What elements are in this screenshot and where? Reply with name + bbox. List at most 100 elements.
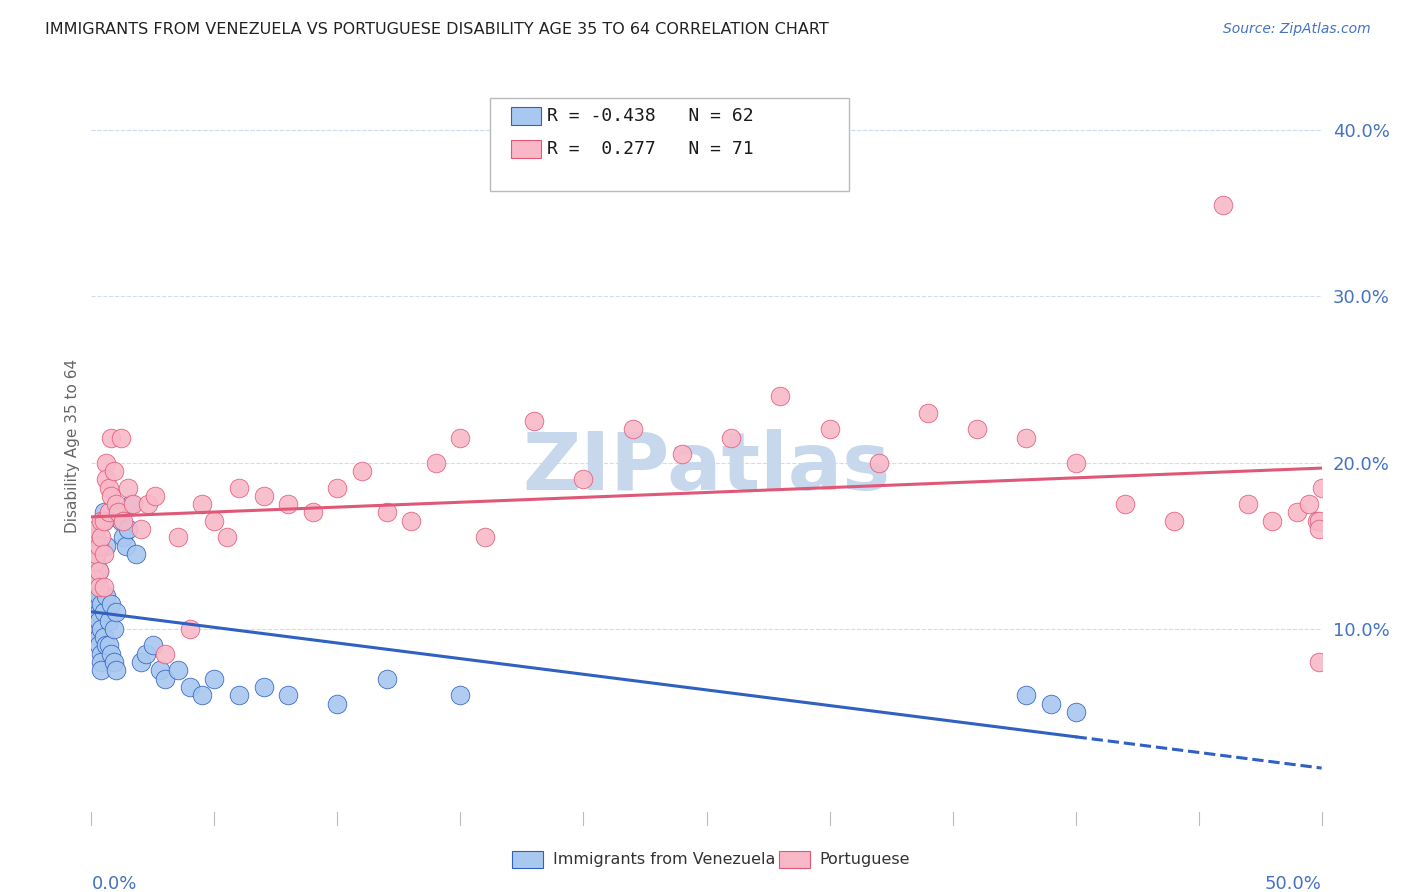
- Point: [326, 481, 349, 495]
- Point: [83, 555, 105, 569]
- Point: [1064, 456, 1087, 470]
- Point: [277, 497, 299, 511]
- Point: [449, 431, 471, 445]
- Point: [352, 464, 374, 478]
- Point: [1039, 697, 1063, 711]
- Point: [86, 572, 108, 586]
- Point: [93, 605, 115, 619]
- Point: [1308, 514, 1330, 528]
- Point: [326, 697, 349, 711]
- Point: [1015, 431, 1038, 445]
- Point: [1305, 514, 1327, 528]
- Point: [277, 689, 299, 703]
- Point: [90, 655, 112, 669]
- Point: [202, 514, 225, 528]
- Point: [720, 431, 742, 445]
- Point: [83, 605, 105, 619]
- Point: [87, 639, 110, 653]
- Point: [86, 614, 108, 628]
- Point: [179, 680, 201, 694]
- Point: [86, 530, 108, 544]
- Point: [93, 514, 115, 528]
- Point: [1212, 198, 1234, 212]
- Point: [153, 672, 177, 686]
- Point: [191, 689, 214, 703]
- Point: [87, 580, 110, 594]
- Point: [100, 431, 122, 445]
- Point: [166, 530, 188, 544]
- Point: [112, 514, 135, 528]
- Point: [135, 647, 156, 661]
- Point: [1285, 506, 1308, 520]
- Point: [87, 589, 110, 603]
- Point: [83, 572, 105, 586]
- Point: [818, 422, 841, 436]
- Point: [120, 497, 142, 511]
- Point: [253, 680, 276, 694]
- Point: [122, 497, 145, 511]
- Point: [621, 422, 644, 436]
- Point: [97, 506, 120, 520]
- Point: [100, 647, 122, 661]
- Point: [86, 547, 108, 561]
- Point: [87, 539, 110, 553]
- Point: [97, 639, 120, 653]
- Point: [1114, 497, 1136, 511]
- Point: [86, 597, 108, 611]
- Point: [90, 530, 112, 544]
- Point: [1064, 705, 1087, 719]
- Point: [449, 689, 471, 703]
- Point: [202, 672, 225, 686]
- Point: [228, 689, 250, 703]
- Point: [96, 589, 117, 603]
- Point: [572, 472, 595, 486]
- Point: [671, 447, 693, 461]
- Point: [966, 422, 988, 436]
- Point: [90, 622, 112, 636]
- Point: [93, 630, 115, 644]
- Text: 0.0%: 0.0%: [91, 875, 136, 892]
- Point: [86, 589, 108, 603]
- Point: [215, 530, 238, 544]
- Text: 50.0%: 50.0%: [1265, 875, 1322, 892]
- Point: [117, 522, 139, 536]
- Point: [86, 622, 108, 636]
- Point: [103, 622, 125, 636]
- Point: [86, 555, 108, 569]
- Point: [917, 406, 939, 420]
- Point: [97, 481, 120, 495]
- Point: [129, 655, 152, 669]
- Point: [90, 647, 112, 661]
- Text: R = -0.438   N = 62: R = -0.438 N = 62: [547, 107, 754, 125]
- Point: [129, 522, 152, 536]
- Point: [301, 506, 323, 520]
- Point: [83, 589, 105, 603]
- Point: [1163, 514, 1185, 528]
- Point: [166, 664, 188, 678]
- Point: [100, 597, 122, 611]
- Point: [83, 572, 105, 586]
- Point: [93, 506, 115, 520]
- Point: [87, 630, 110, 644]
- Point: [83, 597, 105, 611]
- Point: [87, 605, 110, 619]
- Point: [105, 605, 127, 619]
- Point: [107, 506, 129, 520]
- Point: [142, 639, 165, 653]
- Point: [868, 456, 890, 470]
- Point: [1308, 655, 1330, 669]
- Point: [375, 672, 398, 686]
- Point: [105, 497, 127, 511]
- Point: [228, 481, 250, 495]
- Point: [87, 564, 110, 578]
- Point: [1261, 514, 1284, 528]
- Point: [149, 664, 172, 678]
- Point: [117, 481, 139, 495]
- Point: [145, 489, 166, 503]
- Point: [1298, 497, 1320, 511]
- Point: [375, 506, 398, 520]
- Point: [83, 539, 105, 553]
- Point: [1015, 689, 1038, 703]
- Point: [474, 530, 496, 544]
- Point: [96, 472, 117, 486]
